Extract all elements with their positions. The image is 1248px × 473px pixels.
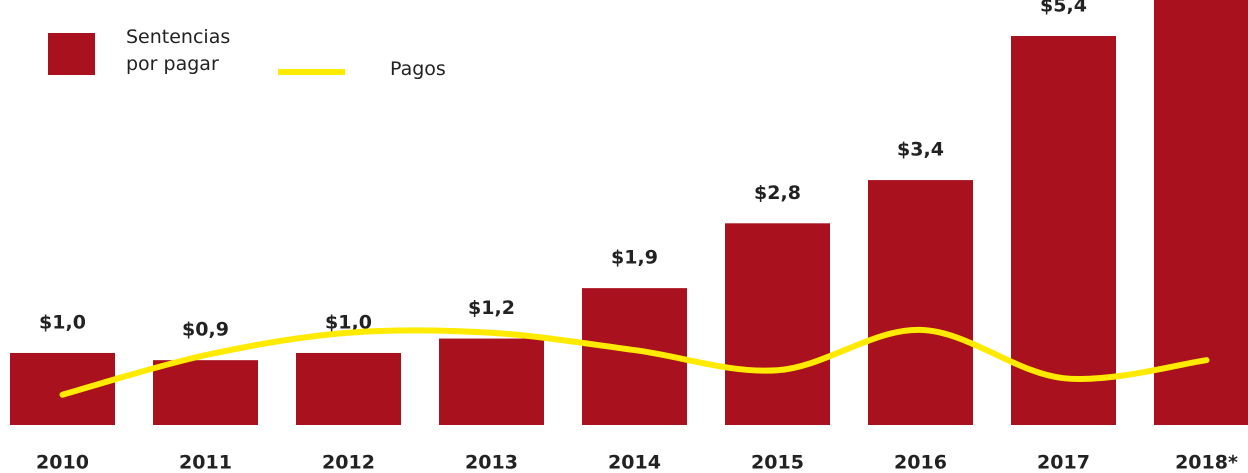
bar xyxy=(725,223,830,425)
x-tick-label: 2013 xyxy=(465,452,518,473)
x-tick-label: 2018* xyxy=(1175,452,1238,473)
value-label: $2,8 xyxy=(754,182,801,204)
line xyxy=(59,326,1210,398)
bar xyxy=(153,360,258,425)
bar xyxy=(439,338,544,425)
value-label: $1,2 xyxy=(468,297,515,319)
value-label: $1,0 xyxy=(39,311,86,333)
x-tick-label: 2011 xyxy=(179,452,232,473)
value-label: $5,4 xyxy=(1040,0,1087,17)
legend-label: Pagos xyxy=(390,58,446,80)
x-tick-label: 2012 xyxy=(322,452,375,473)
x-tick-label: 2016 xyxy=(894,452,947,473)
x-tick-label: 2017 xyxy=(1037,452,1090,473)
legend-swatch-bar xyxy=(48,33,95,75)
value-label: $1,0 xyxy=(325,311,372,333)
x-tick-label: 2014 xyxy=(608,452,661,473)
bar xyxy=(1154,0,1248,425)
x-tick-label: 2015 xyxy=(751,452,804,473)
bar xyxy=(868,180,973,425)
bar xyxy=(296,352,401,425)
value-label: $3,4 xyxy=(897,139,944,161)
x-tick-label: 2010 xyxy=(36,452,89,473)
legend-label: Sentencias por pagar xyxy=(126,26,231,75)
bar xyxy=(1011,36,1116,426)
value-label: $0,9 xyxy=(182,319,229,341)
bar xyxy=(10,352,115,425)
value-label: $1,9 xyxy=(611,247,658,269)
